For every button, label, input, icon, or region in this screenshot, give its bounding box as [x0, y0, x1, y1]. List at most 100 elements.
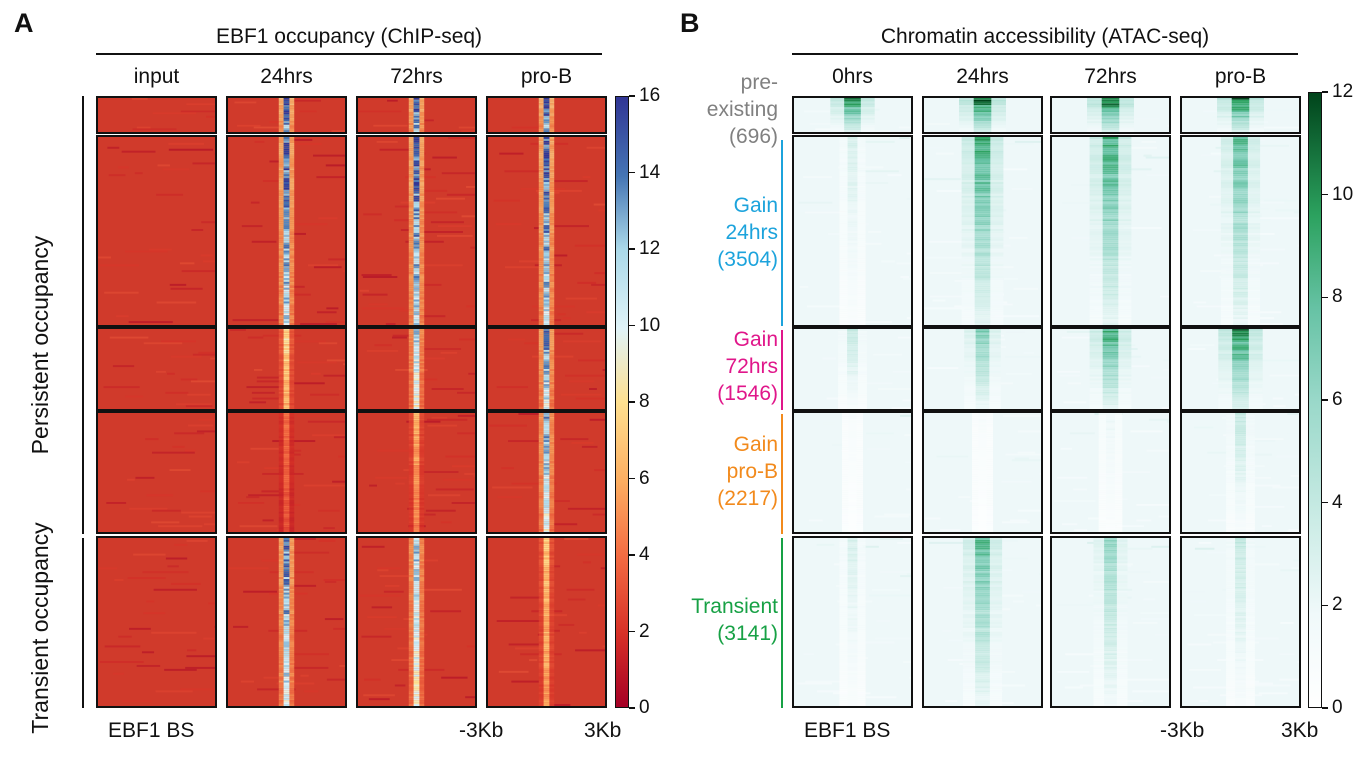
colorbar-tick-label: 4 [1332, 491, 1343, 513]
colorbar-tick-label: 8 [639, 391, 650, 412]
group-label-gain-72hrs: Gain 72hrs (1546) [717, 328, 778, 405]
colorbar-tick [1322, 399, 1328, 401]
heatmap-svg [1182, 329, 1299, 409]
heatmap-panel-a-block5-col1 [96, 536, 217, 708]
colorbar-tick-label: 10 [1332, 183, 1354, 205]
panel-a-title-rule [96, 53, 602, 55]
heatmap-panel-b-block3-col1 [792, 327, 913, 411]
heatmap-svg [228, 413, 345, 532]
colorbar-tick [1322, 501, 1328, 504]
group-label-gain-24hrs: Gain 24hrs (3504) [717, 194, 778, 271]
group-label-transient: Transient (3141) [691, 595, 778, 645]
heatmap-svg [924, 137, 1041, 325]
colorbar-tick [629, 707, 635, 709]
colorbar-tick [629, 171, 635, 174]
heatmap-svg [488, 98, 605, 132]
heatmap-svg [228, 98, 345, 132]
heatmap-panel-b-block4-col1 [792, 411, 913, 534]
heatmap-panel-a-block5-col2 [226, 536, 347, 708]
colorbar-tick-label: 0 [639, 697, 650, 718]
heatmap-panel-b-block5-col2 [922, 536, 1043, 708]
heatmap-svg [358, 98, 475, 132]
panel-a-title: EBF1 occupancy (ChIP-seq) [215, 25, 483, 48]
panel-b-xtick-neg3kb: -3Kb [1160, 719, 1205, 742]
panel-a-letter: A [14, 8, 34, 38]
panel-a-xtick-neg3kb: -3Kb [459, 719, 504, 742]
colorbar-tick-label: 10 [639, 314, 661, 336]
panel-a-xtick-3kb: 3Kb [584, 719, 622, 742]
colorbar-tick-label: 12 [1332, 81, 1354, 102]
heatmap-svg [1182, 98, 1299, 132]
colorbar-tick [1322, 91, 1328, 93]
heatmap-panel-a-block1-col4 [486, 96, 607, 134]
panel-b-xtick-3kb: 3Kb [1281, 719, 1319, 742]
colorbar-tick-label: 12 [639, 238, 661, 259]
heatmap-svg [1052, 137, 1169, 325]
persistent-bracket [82, 96, 84, 534]
colorbar-tick [629, 248, 635, 250]
heatmap-panel-a-block2-col2 [226, 135, 347, 327]
heatmap-svg [358, 413, 475, 532]
colorbar-tick-label: 6 [1332, 389, 1343, 410]
heatmap-panel-b-block3-col2 [922, 327, 1043, 411]
heatmap-svg [98, 137, 215, 325]
colorbar-tick-label: 14 [639, 161, 661, 183]
gain-72hrs-bracket [781, 330, 783, 410]
heatmap-svg [1052, 329, 1169, 409]
heatmap-svg [1182, 413, 1299, 532]
colorbar-tick-label: 0 [1332, 697, 1343, 718]
heatmap-svg [1052, 538, 1169, 706]
panel-b-title: Chromatin accessibility (ATAC-seq) [880, 25, 1210, 48]
panel-a-col-72hrs: 72hrs [390, 65, 443, 88]
colorbar-tick [1322, 604, 1328, 607]
heatmap-panel-a-block2-col3 [356, 135, 477, 327]
heatmap-svg [924, 98, 1041, 132]
colorbar-tick-label: 8 [1332, 286, 1343, 308]
heatmap-panel-b-block4-col4 [1180, 411, 1301, 534]
heatmap-panel-a-block4-col2 [226, 411, 347, 534]
group-label-gain-prob: Gain pro-B (2217) [717, 433, 778, 510]
heatmap-svg [488, 413, 605, 532]
gain-prob-bracket [781, 414, 783, 534]
heatmap-svg [1052, 413, 1169, 532]
heatmap-panel-a-block4-col1 [96, 411, 217, 534]
heatmap-panel-b-block1-col3 [1050, 96, 1171, 134]
colorbar-tick [1322, 193, 1328, 196]
colorbar-tick [1322, 296, 1328, 299]
heatmap-panel-b-block1-col2 [922, 96, 1043, 134]
heatmap-panel-b-block4-col3 [1050, 411, 1171, 534]
heatmap-panel-b-block4-col2 [922, 411, 1043, 534]
colorbar-tick [629, 324, 635, 327]
heatmap-svg [98, 538, 215, 706]
heatmap-svg [794, 538, 911, 706]
colorbar-tick [629, 477, 635, 480]
colorbar-tick [629, 630, 635, 633]
heatmap-svg [228, 538, 345, 706]
heatmap-svg [98, 413, 215, 532]
heatmap-panel-a-block4-col4 [486, 411, 607, 534]
heatmap-panel-b-block2-col1 [792, 135, 913, 327]
panel-b-letter: B [680, 8, 700, 38]
panel-b-col-prob: pro-B [1214, 65, 1267, 88]
heatmap-panel-b-block1-col1 [792, 96, 913, 134]
colorbar-tick [1322, 707, 1328, 709]
panel-b-title-rule [792, 53, 1298, 55]
heatmap-svg [358, 538, 475, 706]
heatmap-panel-b-block3-col4 [1180, 327, 1301, 411]
panel-a-col-24hrs: 24hrs [260, 65, 313, 88]
heatmap-svg [488, 329, 605, 409]
heatmap-panel-a-block3-col4 [486, 327, 607, 411]
heatmap-panel-a-block2-col4 [486, 135, 607, 327]
colorbar-tick [629, 554, 635, 556]
heatmap-svg [488, 137, 605, 325]
heatmap-panel-b-block1-col4 [1180, 96, 1301, 134]
panel-a-xlabel: EBF1 BS [108, 719, 195, 742]
colorbar-tick-label: 4 [639, 544, 650, 565]
heatmap-panel-b-block2-col3 [1050, 135, 1171, 327]
panel-a-col-input: input [133, 65, 180, 88]
colorbar-tick-label: 16 [639, 85, 661, 106]
transient-bracket [82, 538, 84, 708]
heatmap-svg [488, 538, 605, 706]
heatmap-panel-b-block5-col3 [1050, 536, 1171, 708]
heatmap-panel-a-block4-col3 [356, 411, 477, 534]
